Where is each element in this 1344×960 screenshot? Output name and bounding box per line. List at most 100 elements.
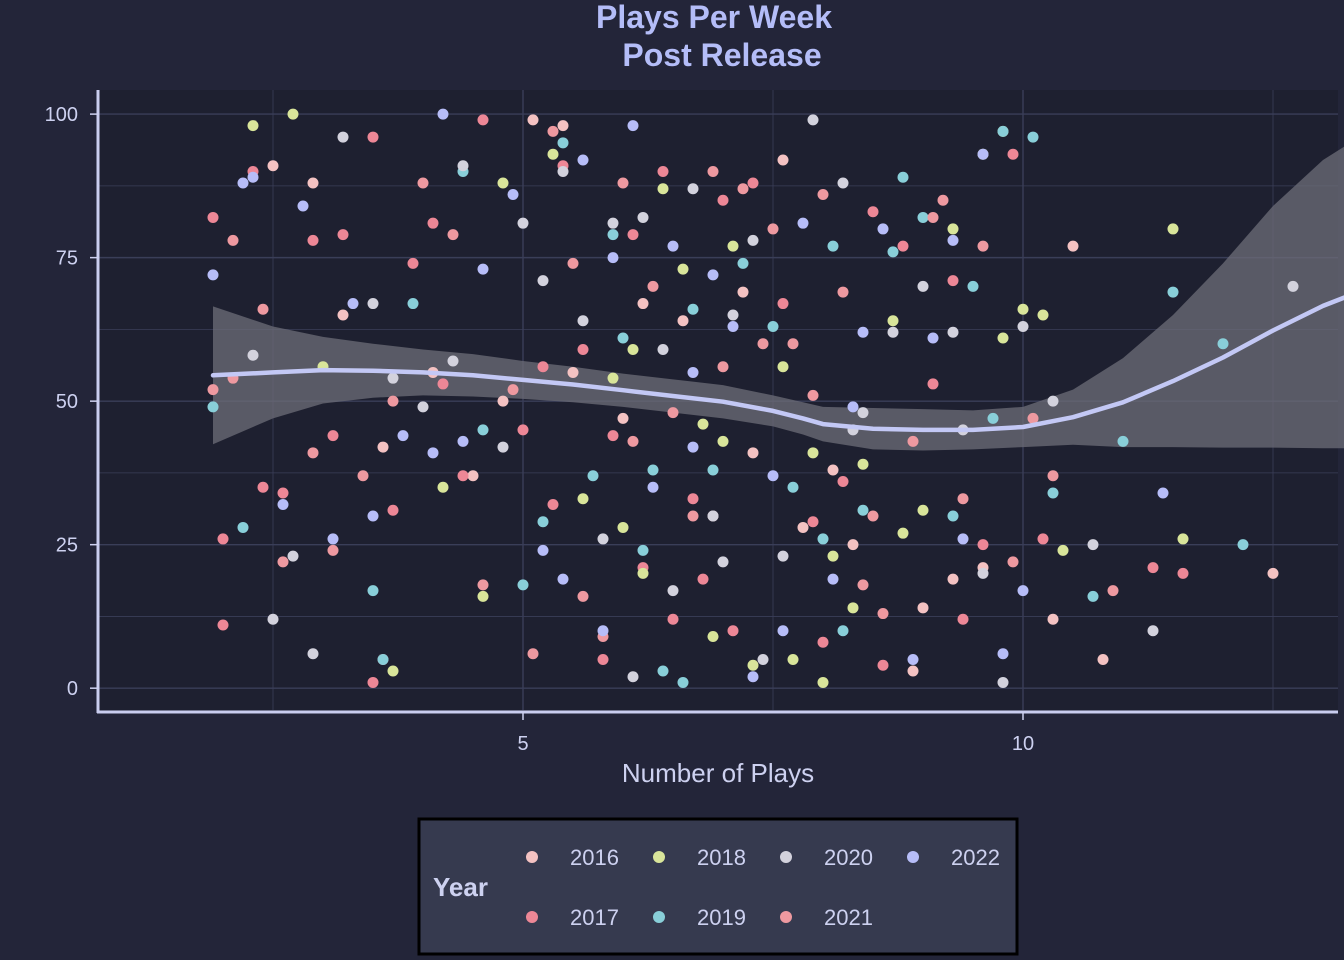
point-2019 (687, 303, 699, 315)
point-2018 (807, 447, 819, 459)
point-2021 (307, 447, 319, 459)
point-2019 (837, 625, 849, 637)
point-2018 (997, 332, 1009, 344)
legend-box (417, 817, 1019, 956)
legend-label-2018: 2018 (697, 845, 746, 870)
point-2022 (1157, 487, 1169, 499)
point-2017 (597, 653, 609, 665)
point-2021 (717, 361, 729, 373)
point-2020 (857, 407, 869, 419)
point-2020 (777, 550, 789, 562)
point-2022 (827, 573, 839, 585)
point-2022 (367, 510, 379, 522)
point-2021 (907, 435, 919, 447)
point-2020 (597, 533, 609, 545)
point-2017 (607, 430, 619, 442)
point-2016 (617, 412, 629, 424)
point-2020 (807, 114, 819, 126)
point-2016 (1267, 567, 1279, 579)
point-2017 (577, 343, 589, 355)
point-2016 (747, 447, 759, 459)
point-2021 (207, 384, 219, 396)
point-2019 (1217, 338, 1229, 350)
point-2021 (567, 257, 579, 269)
point-2020 (997, 676, 1009, 688)
point-2020 (917, 280, 929, 292)
point-2022 (797, 217, 809, 229)
y-tick-label: 100 (45, 104, 78, 126)
point-2017 (727, 625, 739, 637)
point-2017 (437, 378, 449, 390)
point-2022 (597, 625, 609, 637)
point-2021 (707, 166, 719, 178)
point-2021 (527, 648, 539, 660)
point-2019 (967, 280, 979, 292)
y-tick-label: 25 (56, 535, 78, 557)
point-2019 (607, 229, 619, 241)
point-2017 (627, 229, 639, 241)
point-2017 (257, 481, 269, 493)
point-2020 (947, 326, 959, 338)
point-2017 (947, 275, 959, 287)
point-2018 (887, 315, 899, 327)
point-2017 (897, 240, 909, 252)
point-2019 (537, 516, 549, 528)
point-2020 (1047, 395, 1059, 407)
point-2022 (237, 177, 249, 189)
legend-title: Year (433, 872, 488, 902)
point-2017 (547, 498, 559, 510)
point-2021 (837, 286, 849, 298)
point-2017 (657, 166, 669, 178)
point-2018 (547, 148, 559, 160)
point-2022 (427, 447, 439, 459)
point-2020 (497, 441, 509, 453)
point-2016 (737, 286, 749, 298)
point-2019 (477, 424, 489, 436)
axis-ticks: 0 25 50 75 100 5 10 (45, 104, 1035, 755)
legend-items: 2016 2017 2018 2019 2020 2021 2022 (526, 845, 1000, 930)
point-2017 (1037, 533, 1049, 545)
point-2021 (687, 510, 699, 522)
point-2019 (857, 504, 869, 516)
point-2018 (1177, 533, 1189, 545)
y-tick-label: 75 (56, 248, 78, 270)
point-2018 (857, 458, 869, 470)
point-2017 (747, 177, 759, 189)
point-2017 (367, 131, 379, 143)
point-2019 (1087, 590, 1099, 602)
x-axis-label: Number of Plays (622, 758, 814, 788)
chart-title-line-2: Post Release (622, 37, 821, 73)
point-2021 (927, 211, 939, 223)
point-2017 (537, 361, 549, 373)
point-2020 (287, 550, 299, 562)
point-2022 (247, 171, 259, 183)
point-2019 (707, 464, 719, 476)
point-2020 (517, 217, 529, 229)
point-2018 (1057, 544, 1069, 556)
point-2016 (947, 573, 959, 585)
point-2021 (977, 240, 989, 252)
point-2017 (387, 504, 399, 516)
point-2018 (497, 177, 509, 189)
point-2021 (647, 280, 659, 292)
point-2022 (557, 573, 569, 585)
point-2022 (607, 252, 619, 264)
point-2018 (387, 665, 399, 677)
confidence-band-layer (213, 146, 1344, 451)
point-2019 (917, 211, 929, 223)
point-2018 (947, 223, 959, 235)
point-2018 (707, 631, 719, 643)
point-2020 (267, 613, 279, 625)
smooth-confidence-band (213, 146, 1344, 451)
point-2022 (977, 148, 989, 160)
point-2017 (277, 487, 289, 499)
point-2020 (367, 298, 379, 310)
point-2021 (357, 470, 369, 482)
point-2022 (207, 269, 219, 281)
point-2020 (387, 372, 399, 384)
point-2020 (657, 343, 669, 355)
legend: Year 2016 2017 2018 2019 2020 2021 2022 (417, 817, 1019, 956)
point-2020 (1287, 280, 1299, 292)
point-2022 (927, 332, 939, 344)
